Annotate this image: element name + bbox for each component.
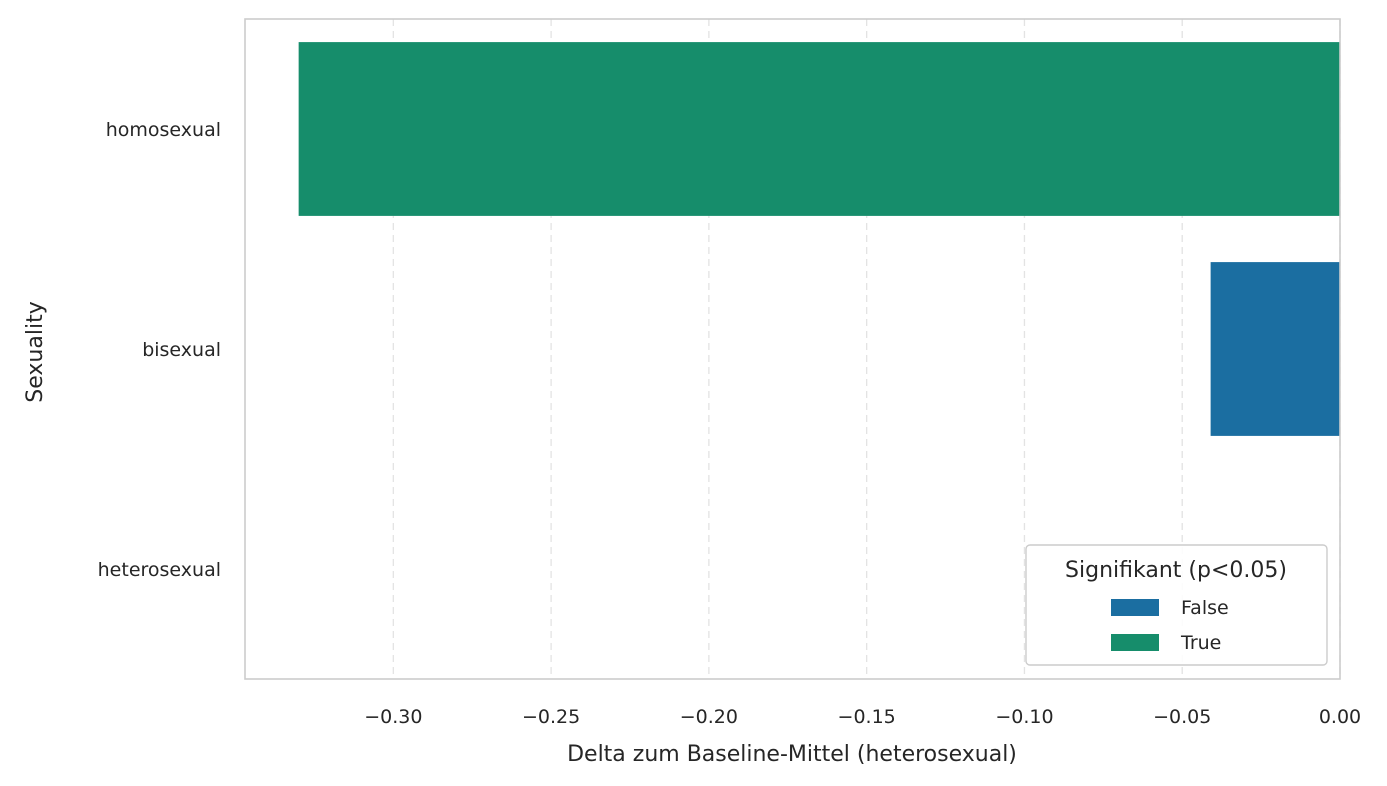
legend-title: Signifikant (p<0.05)	[1065, 558, 1287, 583]
legend-box	[1025, 544, 1328, 666]
x-axis-title: Delta zum Baseline-Mittel (heterosexual)	[567, 742, 1017, 767]
x-tick-label: −0.05	[1153, 706, 1211, 728]
y-tick-label-heterosexual: heterosexual	[98, 559, 221, 581]
y-tick-label-homosexual: homosexual	[106, 119, 221, 141]
legend: Signifikant (p<0.05) False True	[1025, 544, 1328, 666]
legend-label-true: True	[1180, 632, 1221, 654]
legend-label-false: False	[1181, 597, 1229, 619]
legend-swatch-true	[1111, 634, 1159, 651]
bar-bisexual	[1210, 262, 1340, 436]
bars	[298, 42, 1341, 436]
x-tick-label: −0.10	[995, 706, 1053, 728]
x-tick-label: −0.20	[680, 706, 738, 728]
x-tick-label: −0.30	[364, 706, 422, 728]
legend-swatch-false	[1111, 599, 1159, 616]
x-tick-label: −0.15	[838, 706, 896, 728]
y-tick-label-bisexual: bisexual	[142, 339, 221, 361]
y-tick-labels: homosexual bisexual heterosexual	[98, 119, 221, 581]
x-tick-label: 0.00	[1319, 706, 1361, 728]
legend-entries: False True	[1111, 597, 1229, 654]
plot-frame	[244, 18, 1341, 680]
x-tick-label: −0.25	[522, 706, 580, 728]
bar-homosexual	[298, 42, 1341, 216]
y-axis-title: Sexuality	[23, 301, 48, 402]
x-tick-labels: −0.30 −0.25 −0.20 −0.15 −0.10 −0.05 0.00	[364, 706, 1361, 728]
